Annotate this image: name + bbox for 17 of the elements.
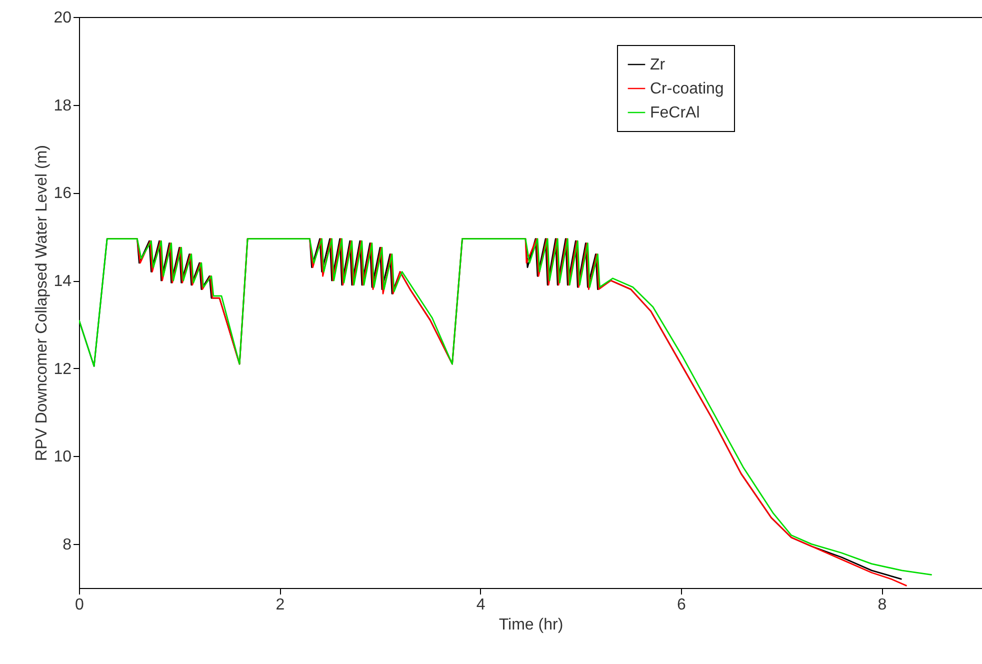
y-tick-label: 16 bbox=[54, 185, 72, 202]
x-tick-label: 0 bbox=[75, 596, 84, 614]
y-tick-label: 18 bbox=[54, 97, 72, 114]
x-axis-title: Time (hr) bbox=[498, 616, 564, 634]
x-tick-label: 6 bbox=[677, 596, 686, 614]
legend-label: Cr-coating bbox=[650, 80, 724, 98]
legend-label: FeCrAl bbox=[650, 104, 700, 122]
y-tick-label: 8 bbox=[62, 536, 72, 554]
y-tick-label: 14 bbox=[54, 273, 72, 290]
x-tick-label: 4 bbox=[476, 596, 486, 614]
x-tick-label: 2 bbox=[276, 596, 285, 614]
legend-label: Zr bbox=[650, 56, 666, 74]
y-tick-label: 12 bbox=[54, 360, 72, 378]
y-tick-label: 10 bbox=[54, 448, 72, 466]
y-axis-title: RPV Downcomer Collapsed Water Level (m) bbox=[34, 145, 51, 461]
y-tick-label: 20 bbox=[54, 10, 72, 26]
x-tick-label: 8 bbox=[878, 596, 887, 614]
